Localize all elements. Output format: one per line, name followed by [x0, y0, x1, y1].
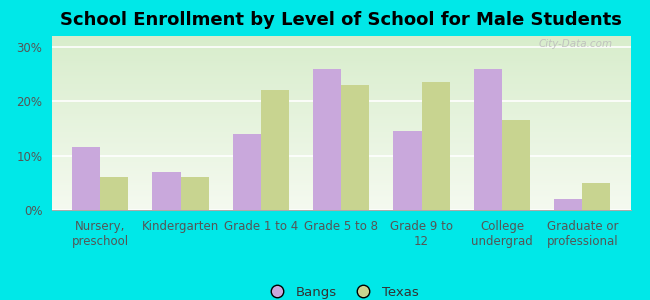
Bar	[393, 131, 422, 210]
Bar	[100, 177, 128, 210]
Bar	[72, 148, 100, 210]
Title: School Enrollment by Level of School for Male Students: School Enrollment by Level of School for…	[60, 11, 622, 29]
Bar	[502, 120, 530, 210]
Bar	[261, 90, 289, 210]
Bar	[233, 134, 261, 210]
Bar	[181, 177, 209, 210]
Bar	[474, 69, 502, 210]
Bar	[313, 69, 341, 210]
Bar	[554, 199, 582, 210]
Bar	[341, 85, 369, 210]
Bar	[422, 82, 450, 210]
Bar	[153, 172, 181, 210]
Legend: Bangs, Texas: Bangs, Texas	[259, 281, 424, 300]
Text: City-Data.com: City-Data.com	[539, 40, 613, 50]
Bar	[582, 183, 610, 210]
